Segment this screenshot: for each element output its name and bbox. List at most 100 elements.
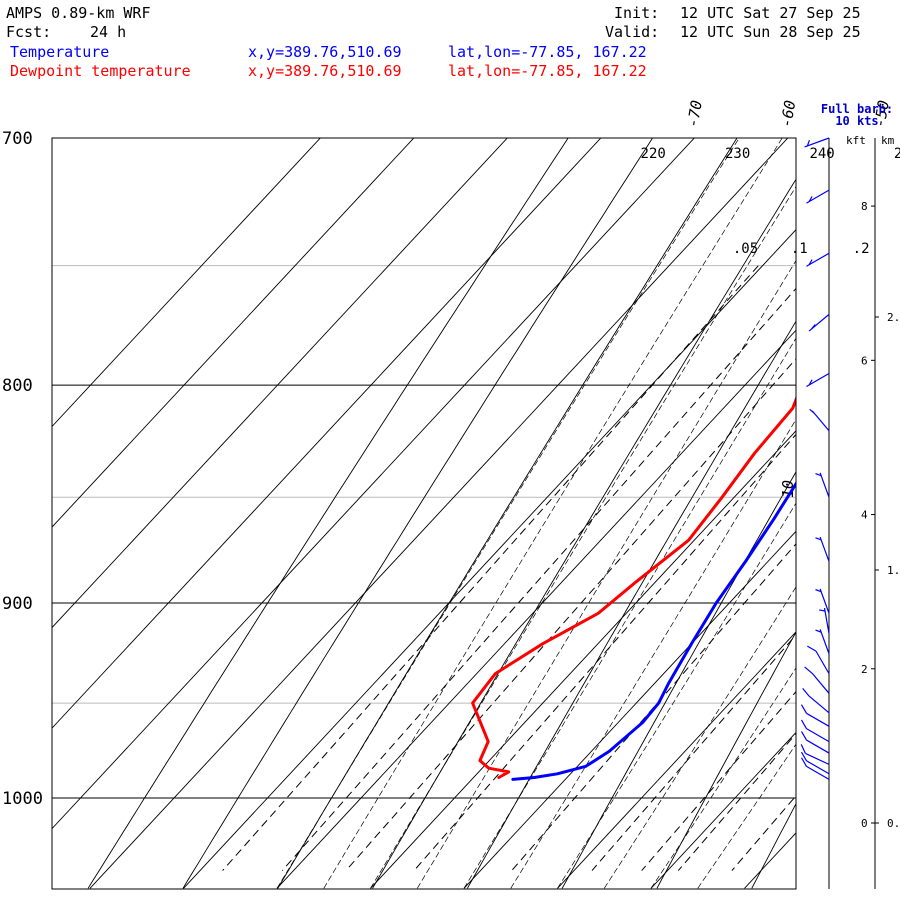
init-value: 12 UTC Sat 27 Sep 25 <box>680 4 861 22</box>
wind-barb-shaft <box>804 137 830 148</box>
legend-dewpoint-name: Dewpoint temperature <box>10 62 191 80</box>
isotherm--30 <box>370 430 796 889</box>
moist-adiabat--40 <box>276 138 740 889</box>
km-tick-label: 1. <box>887 564 900 577</box>
wind-barb <box>815 588 830 614</box>
isotherm--80 <box>52 138 602 729</box>
wind-barb <box>809 408 830 432</box>
wind-barb-flag <box>800 751 808 762</box>
wind-barb <box>800 731 830 754</box>
moist-adiabat--20 <box>463 337 796 889</box>
isotherm-label: 10 <box>779 480 797 498</box>
mixing-ratio-label: .2 <box>853 241 870 257</box>
wind-barb <box>815 536 830 562</box>
isotherm-label: -60 <box>777 99 799 129</box>
dry-adiabat-210 <box>87 138 569 889</box>
mixing-ratio-line-0.1 <box>281 287 796 871</box>
pressure-gridlines <box>52 137 796 799</box>
wind-barb <box>806 372 830 388</box>
wind-barb <box>802 688 830 714</box>
wind-barb <box>800 757 830 780</box>
kft-tick-label: 8 <box>861 200 868 213</box>
wind-barb-shaft <box>808 695 830 714</box>
wind-barb <box>818 607 830 634</box>
dry-adiabat-label: 230 <box>725 146 750 162</box>
moist-adiabat--25 <box>416 259 796 889</box>
fcst-value: 24 h <box>90 23 127 41</box>
mixing-ratio-line-1 <box>511 543 796 871</box>
fcst-label: Fcst: <box>6 23 52 41</box>
temperature-line <box>511 480 796 781</box>
isotherm-10 <box>744 832 796 889</box>
kft-label: kft <box>846 134 866 147</box>
wind-barb <box>800 719 830 743</box>
dry-adiabat-240 <box>372 178 796 889</box>
wind-barb-shaft <box>806 252 830 267</box>
model-title: AMPS 0.89-km WRF <box>6 4 151 22</box>
mixing-ratio-label: .05 <box>733 241 758 257</box>
chart-labels: 7008009001000-70-60-50-40-30-20-10010220… <box>2 99 900 809</box>
wind-barb-halfflag <box>815 473 822 477</box>
dry-adiabat-220 <box>182 138 654 889</box>
isotherm--110 <box>52 138 321 428</box>
wind-barb <box>800 751 830 775</box>
isotherm-label: -50 <box>871 99 893 129</box>
wind-barb <box>800 744 830 765</box>
wind-barb <box>800 704 830 727</box>
wind-barb-flag <box>804 666 813 674</box>
mixing-ratio-line-2 <box>591 634 796 871</box>
kft-tick-label: 0 <box>861 817 868 830</box>
wind-barb-shaft <box>819 629 830 654</box>
wind-barb-halfflag <box>806 140 811 147</box>
mixing-ratio-line-3 <box>641 690 796 871</box>
isotherm--40 <box>276 329 796 889</box>
isotherm--50 <box>183 229 796 889</box>
km-tick-label: 0. <box>887 817 900 830</box>
wind-barb-halfflag <box>809 408 815 414</box>
isotherm-0 <box>650 731 796 889</box>
thermo-background <box>52 111 900 889</box>
wind-barb <box>808 313 830 332</box>
dry-adiabat-270 <box>656 631 796 889</box>
wind-barb-halfflag <box>810 324 816 330</box>
legend-dewpoint-xy: x,y=389.76,510.69 <box>248 62 402 80</box>
pressure-label: 700 <box>2 129 33 149</box>
wind-barb-flag <box>800 744 806 754</box>
init-label: Init: <box>614 4 660 22</box>
wind-barb-shaft <box>819 588 830 614</box>
wind-barb-shaft <box>806 728 830 743</box>
pressure-label: 800 <box>2 376 33 396</box>
wind-barb <box>815 629 830 654</box>
wind-barb-shaft <box>806 739 830 754</box>
moist-adiabat--30 <box>370 185 796 889</box>
pressure-label: 1000 <box>2 789 43 809</box>
legend-temperature-latlon: lat,lon=-77.85, 167.22 <box>448 43 647 61</box>
wind-barb-halfflag <box>815 537 822 541</box>
kft-tick-label: 6 <box>861 354 868 367</box>
mixing-ratio-label: .1 <box>791 241 808 257</box>
pressure-label: 900 <box>2 594 33 614</box>
wind-barb-shaft <box>806 760 830 775</box>
barb-legend-line2: 10 kts <box>835 114 878 128</box>
wind-barb-shaft <box>806 372 830 388</box>
moist-adiabat-0 <box>650 667 796 889</box>
chart-header: AMPS 0.89-km WRF Fcst: 24 h Init: 12 UTC… <box>0 0 900 90</box>
wind-barb-shaft <box>819 472 830 498</box>
legend-temperature-xy: x,y=389.76,510.69 <box>248 43 402 61</box>
dry-adiabat-250 <box>467 320 796 889</box>
wind-barb-shaft <box>805 752 830 765</box>
profile-series <box>471 395 796 781</box>
wind-barb <box>806 252 830 267</box>
valid-value: 12 UTC Sun 28 Sep 25 <box>680 23 861 41</box>
dry-adiabat-label: 240 <box>809 146 834 162</box>
wind-barb <box>804 666 830 694</box>
wind-barb <box>807 645 830 674</box>
wind-barb-halfflag <box>808 379 813 386</box>
wind-barb-halfflag <box>818 609 826 612</box>
moist-adiabat--5 <box>604 586 796 889</box>
dry-adiabat-290 <box>847 111 900 888</box>
wind-barb-halfflag <box>808 259 813 266</box>
moist-adiabat--35 <box>323 138 783 889</box>
mixing-ratio-line-0.4 <box>413 433 796 871</box>
